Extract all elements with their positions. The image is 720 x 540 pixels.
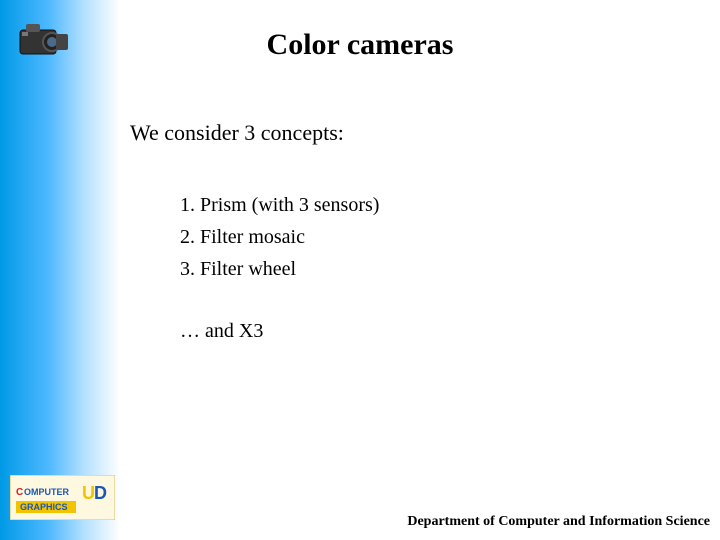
- list-item: 3. Filter wheel: [180, 254, 379, 284]
- svg-text:OMPUTER: OMPUTER: [24, 487, 70, 497]
- concepts-list: 1. Prism (with 3 sensors) 2. Filter mosa…: [180, 190, 379, 286]
- footer-text: Department of Computer and Information S…: [407, 514, 710, 530]
- svg-text:GRAPHICS: GRAPHICS: [20, 502, 68, 512]
- side-gradient: [0, 0, 120, 540]
- subtitle: We consider 3 concepts:: [130, 120, 344, 146]
- computer-graphics-logo: C OMPUTER U D GRAPHICS: [10, 475, 115, 520]
- svg-text:D: D: [94, 483, 107, 503]
- svg-text:C: C: [16, 487, 23, 498]
- page-title: Color cameras: [0, 28, 720, 62]
- list-item: 1. Prism (with 3 sensors): [180, 190, 379, 220]
- list-item: 2. Filter mosaic: [180, 222, 379, 252]
- extra-note: … and X3: [180, 320, 263, 343]
